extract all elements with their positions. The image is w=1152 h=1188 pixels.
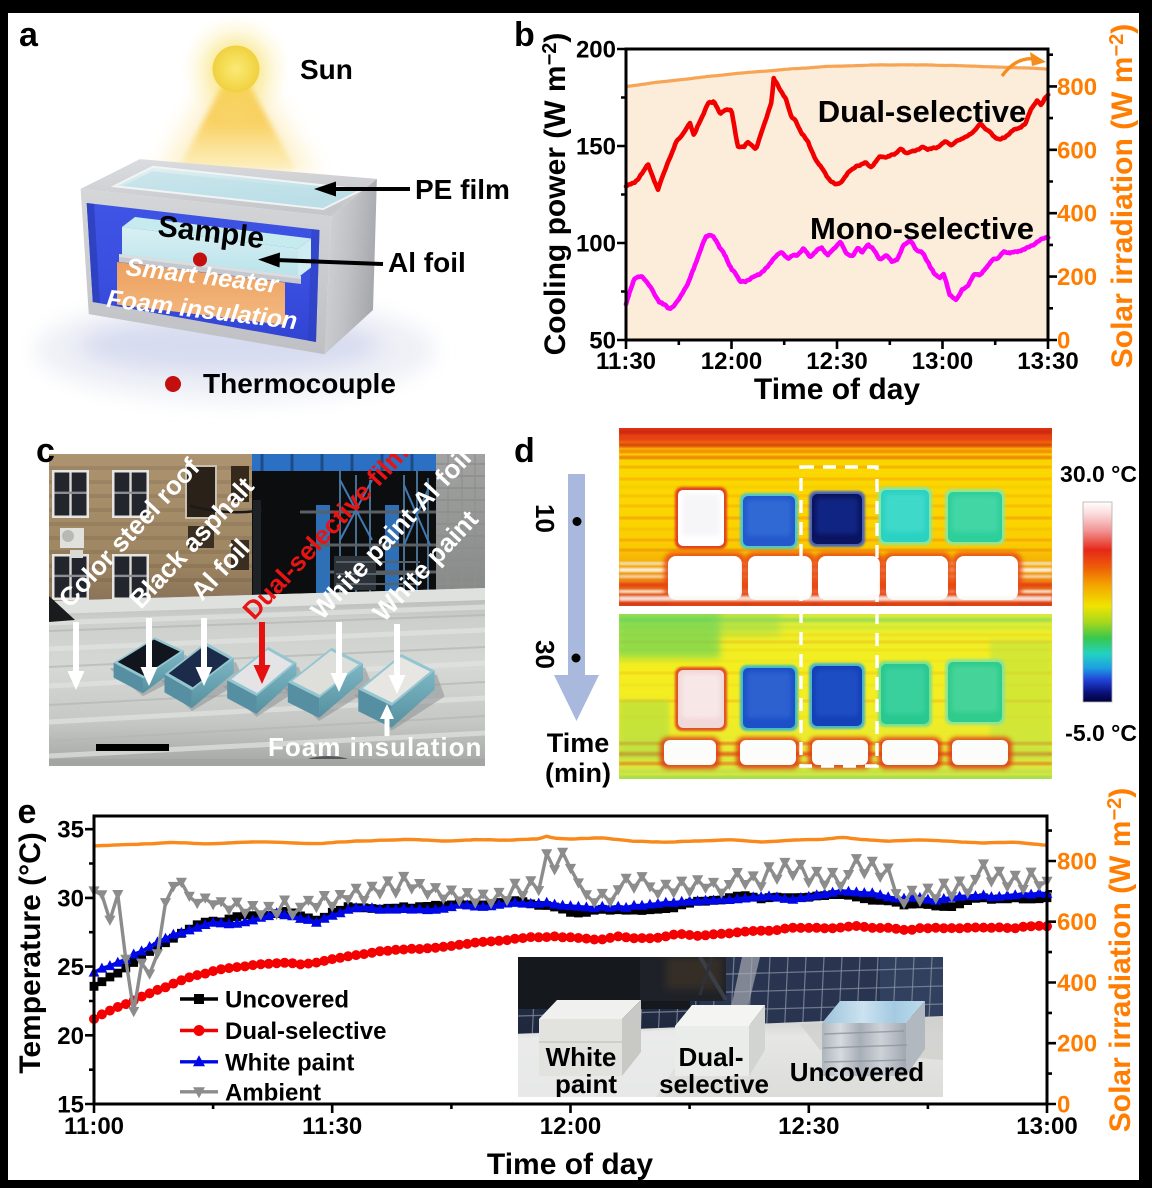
svg-text:30: 30 [530, 640, 560, 669]
svg-text:12:30: 12:30 [778, 1113, 839, 1140]
svg-text:400: 400 [1057, 970, 1097, 997]
svg-text:10: 10 [530, 504, 560, 533]
svg-text:13:30: 13:30 [1017, 348, 1078, 375]
svg-text:Temperature (°C): Temperature (°C) [14, 832, 47, 1073]
svg-text:-5.0 °C: -5.0 °C [1065, 720, 1137, 746]
svg-text:25: 25 [57, 954, 84, 981]
svg-text:White: White [546, 1042, 617, 1072]
svg-text:paint: paint [555, 1069, 617, 1099]
svg-text:20: 20 [57, 1023, 84, 1050]
svg-text:Ambient: Ambient [225, 1079, 321, 1106]
svg-text:e: e [18, 793, 37, 831]
svg-text:200: 200 [1057, 264, 1097, 291]
svg-text:150: 150 [576, 134, 616, 161]
svg-text:Al foil: Al foil [388, 247, 466, 278]
svg-text:100: 100 [576, 231, 616, 258]
svg-text:11:30: 11:30 [596, 348, 656, 375]
svg-text:13:00: 13:00 [1016, 1113, 1077, 1140]
svg-text:Dual-selective: Dual-selective [225, 1018, 386, 1045]
svg-text:Solar irradiation (W m−2): Solar irradiation (W m−2) [1104, 788, 1137, 1133]
svg-text:Time: Time [547, 728, 610, 758]
svg-text:Solar irradiation (W m−2): Solar irradiation (W m−2) [1106, 24, 1139, 369]
svg-text:800: 800 [1057, 849, 1097, 876]
svg-text:600: 600 [1057, 137, 1097, 164]
svg-text:Time of day: Time of day [754, 373, 920, 406]
svg-text:Time of day: Time of day [487, 1148, 653, 1181]
svg-text:Thermocouple: Thermocouple [203, 368, 396, 399]
svg-text:200: 200 [1057, 1031, 1097, 1058]
svg-text:12:30: 12:30 [806, 348, 867, 375]
svg-text:30.0 °C: 30.0 °C [1060, 461, 1137, 487]
svg-text:(min): (min) [545, 758, 611, 788]
svg-text:0: 0 [1057, 328, 1070, 355]
svg-text:Cooling power (W m−2): Cooling power (W m−2) [539, 33, 572, 356]
svg-text:White paint: White paint [225, 1049, 354, 1076]
svg-text:30: 30 [57, 885, 84, 912]
svg-text:800: 800 [1057, 74, 1097, 101]
svg-text:11:30: 11:30 [302, 1113, 362, 1140]
svg-text:200: 200 [576, 37, 616, 64]
svg-text:d: d [514, 432, 535, 470]
svg-text:50: 50 [589, 328, 616, 355]
svg-text:b: b [514, 16, 535, 54]
svg-text:Foam insulation: Foam insulation [268, 732, 482, 762]
svg-text:0: 0 [1057, 1092, 1070, 1119]
svg-text:Dual-selective: Dual-selective [818, 94, 1027, 129]
svg-text:Uncovered: Uncovered [790, 1057, 924, 1087]
svg-text:12:00: 12:00 [540, 1113, 601, 1140]
svg-text:12:00: 12:00 [701, 348, 762, 375]
svg-text:Uncovered: Uncovered [225, 987, 349, 1014]
svg-text:600: 600 [1057, 909, 1097, 936]
svg-text:selective: selective [659, 1069, 769, 1099]
svg-text:Sun: Sun [300, 54, 353, 85]
svg-text:13:00: 13:00 [912, 348, 973, 375]
svg-text:11:00: 11:00 [64, 1113, 124, 1140]
svg-text:Mono-selective: Mono-selective [810, 211, 1034, 246]
svg-text:a: a [19, 16, 39, 54]
svg-text:Dual-: Dual- [679, 1042, 744, 1072]
svg-text:400: 400 [1057, 201, 1097, 228]
svg-text:35: 35 [57, 817, 84, 844]
svg-text:c: c [36, 432, 55, 470]
svg-text:15: 15 [57, 1092, 84, 1119]
svg-text:PE film: PE film [415, 174, 510, 205]
